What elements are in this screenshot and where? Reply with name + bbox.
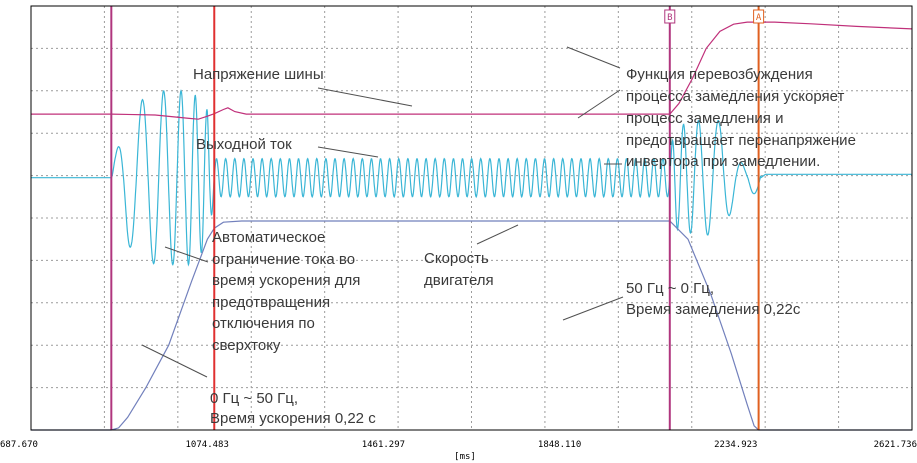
annotation-deceleration-line-2: Время замедления 0,22с [626, 301, 801, 318]
annotation-overexcitation-line-5: инвертора при замедлении. [626, 153, 820, 170]
cursor-marker-label: B [667, 13, 672, 23]
plot-grid [31, 6, 912, 430]
cursor-marker-label: A [756, 13, 762, 23]
annotation-current-limit-line-3: время ускорения для [212, 272, 360, 289]
series-motor-speed [31, 220, 912, 431]
annotation-overexcitation-line-1: Функция перевозбуждения [626, 66, 813, 83]
x-tick-label: 1848.110 [538, 440, 581, 450]
annotation-leaders [141, 46, 624, 378]
annotation-current-limit-line-4: предотвращения [212, 294, 330, 311]
x-axis-label: [ms] [454, 452, 476, 462]
x-tick-label: 1461.297 [362, 440, 405, 450]
plot-frame [30, 5, 913, 431]
x-axis-ticks: 687.670 1074.483 1461.297 1848.110 2234.923 2… [0, 440, 917, 450]
cursor-marker-box [664, 9, 676, 24]
annotation-output-current: Выходной ток [196, 136, 292, 153]
x-tick-label: 1074.483 [186, 440, 229, 450]
series-output-current [31, 89, 912, 267]
annotation-deceleration-line-1: 50 Гц ~ 0 Гц, [626, 280, 714, 297]
annotation-motor-speed-line-1: Скорость [424, 250, 489, 267]
cursor-marker-box [753, 9, 765, 24]
annotation-current-limit-line-2: ограничение тока во [212, 251, 355, 268]
annotation-bus-voltage: Напряжение шины [193, 66, 324, 83]
annotation-overexcitation-line-2: процесса замедления ускоряет [626, 88, 844, 105]
annotation-overexcitation-line-3: процесс замедления и [626, 110, 783, 127]
x-tick-label: 2234.923 [714, 440, 757, 450]
leader-motor-speed [476, 224, 519, 245]
leader-acceleration [141, 344, 208, 378]
annotation-current-limit-line-1: Автоматическое [212, 229, 325, 246]
leader-bus-voltage [317, 87, 413, 107]
annotations: Напряжение шины Выходной ток Функция пер… [193, 66, 856, 427]
leader-overexcitation [566, 46, 621, 69]
leader-overexcitation-2 [577, 89, 621, 119]
annotation-current-limit-line-5: отключения по [212, 315, 315, 332]
x-tick-label: 2621.736 [874, 440, 917, 450]
annotation-overexcitation-line-4: предотвращает перенапряжение [626, 132, 856, 149]
leader-deceleration [562, 296, 624, 321]
annotation-current-limit-line-6: сверхтоку [212, 337, 281, 354]
leader-current-limit [164, 246, 209, 263]
annotation-motor-speed-line-2: двигателя [424, 272, 494, 289]
annotation-acceleration-line-1: 0 Гц ~ 50 Гц, [210, 390, 298, 407]
x-tick-label: 687.670 [0, 440, 38, 450]
annotation-acceleration-line-2: Время ускорения 0,22 с [210, 410, 376, 427]
leader-output-current [317, 146, 379, 158]
